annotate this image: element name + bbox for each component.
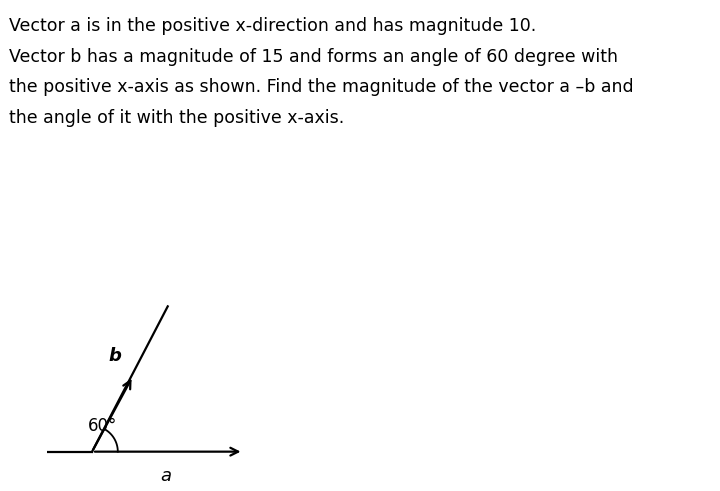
Text: a: a	[161, 467, 171, 485]
Text: the angle of it with the positive x-axis.: the angle of it with the positive x-axis…	[9, 109, 345, 127]
Text: 60°: 60°	[88, 417, 117, 435]
Text: b: b	[108, 348, 121, 365]
Text: Vector b has a magnitude of 15 and forms an angle of 60 degree with: Vector b has a magnitude of 15 and forms…	[9, 48, 618, 66]
Text: the positive x-axis as shown. Find the magnitude of the vector a –b and: the positive x-axis as shown. Find the m…	[9, 78, 634, 96]
Text: Vector a is in the positive x-direction and has magnitude 10.: Vector a is in the positive x-direction …	[9, 17, 536, 35]
